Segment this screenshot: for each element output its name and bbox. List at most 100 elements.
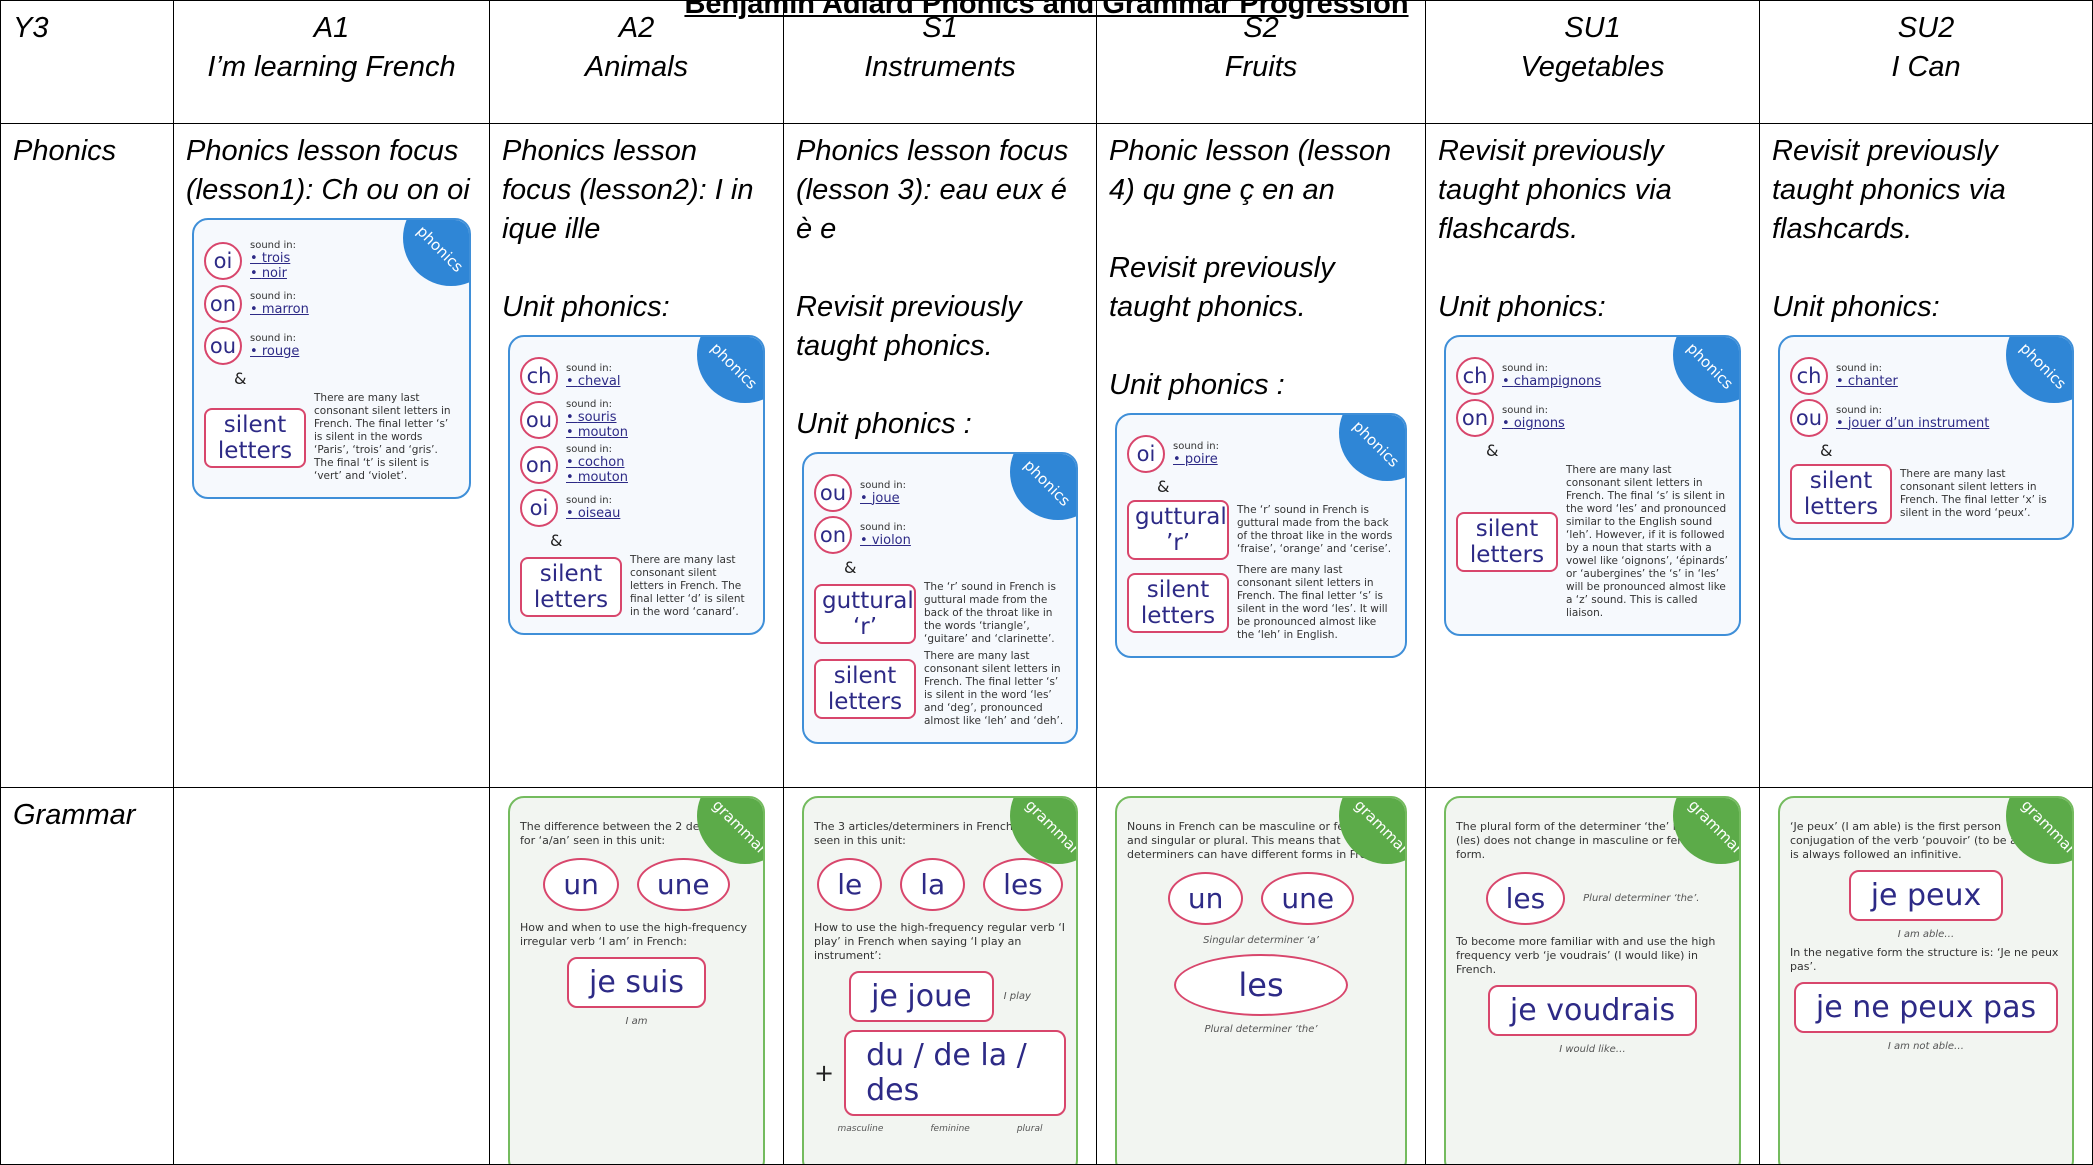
sound-words: sound in: • jouer d’un instrument [1836, 405, 1989, 431]
phrase-row: + du / de la / des [814, 1030, 1066, 1116]
row-label: Phonics [13, 135, 117, 167]
grammar-card: grammar The difference between the 2 dete… [508, 796, 765, 1164]
row-label-cell: Grammar [0, 788, 174, 1165]
sound-row: ou sound in: • souris • mouton [520, 399, 753, 440]
card-tag-text: phonics [413, 222, 467, 276]
cell-text: Phonic lesson (lesson 4) qu gne ç en an [1109, 135, 1392, 206]
grapheme: ch [1456, 357, 1494, 395]
sound-word: • cheval [566, 374, 621, 389]
grammar-card: grammar The plural form of the determiner… [1444, 796, 1741, 1164]
card-text: How to use the high-frequency regular ve… [814, 921, 1066, 962]
phrase-box: je joue [849, 971, 994, 1022]
rule-box: silent letters [814, 659, 916, 719]
cell-text: Revisit previously taught phonics via fl… [1438, 135, 1672, 245]
grapheme: on [204, 285, 242, 323]
card-tag-text: phonics [1349, 417, 1403, 471]
row-label-cell: Phonics [0, 124, 174, 788]
rule-box: guttural ’r’ [1127, 500, 1229, 560]
unit-topic: Instruments [864, 51, 1016, 83]
ampersand: & [550, 531, 563, 550]
sound-row: ou sound in: • joue [814, 474, 1066, 512]
phrase-row: je peux [1790, 870, 2062, 921]
rule-box: silent letters [1456, 512, 1558, 572]
phrase-box: je peux [1848, 870, 2004, 921]
sound-label: sound in: [860, 522, 907, 533]
grapheme: ou [520, 400, 558, 439]
grapheme: oi [1127, 435, 1165, 473]
box-row: guttural ’r’ The ‘r’ sound in French is g… [1127, 500, 1395, 560]
grapheme: ch [520, 357, 558, 395]
rule-note: There are many last consonant silent let… [314, 392, 451, 482]
card-tag-text: phonics [1020, 456, 1074, 510]
phonics-card: phonics ou sound in: • joue on sound in: • vio… [802, 452, 1078, 744]
sound-word: • mouton [566, 470, 628, 485]
content-cell: grammar The 3 articles/determiners in Fre… [784, 788, 1097, 1165]
sound-words: sound in: • trois • noir [250, 240, 296, 281]
sound-label: sound in: [1173, 441, 1220, 452]
content-cell: Revisit previously taught phonics via fl… [1760, 124, 2093, 788]
phonics-card: phonics ch sound in: • chanter ou sound in: • … [1778, 335, 2074, 540]
cell-text: Phonics lesson focus (lesson 3): eau eux… [796, 135, 1069, 245]
content-cell: Phonic lesson (lesson 4) qu gne ç en an R… [1097, 124, 1426, 788]
card-tag: grammar [697, 796, 765, 864]
unit-topic: I Can [1891, 51, 1961, 83]
rule-note: There are many last consonant silent let… [1900, 468, 2047, 519]
caption: plural [1016, 1124, 1043, 1134]
grapheme: ou [204, 327, 242, 365]
cell-text: Revisit previously taught phonics via fl… [1772, 135, 2006, 245]
grapheme: ch [1790, 357, 1828, 395]
card-tag-text: grammar [708, 796, 765, 858]
sound-words: sound in: • marron [250, 291, 309, 317]
caption: masculine [837, 1124, 884, 1134]
bubble-row: les Plural determiner ‘the’. [1456, 872, 1729, 925]
cell-text: Phonics lesson focus (lesson2): I in iqu… [502, 135, 754, 245]
caption: I am able… [1897, 929, 1955, 940]
grapheme: on [520, 445, 558, 484]
box-row: guttural ‘r’ The ‘r’ sound in French is g… [814, 581, 1066, 646]
card-text: The difference between the 2 determiners… [520, 820, 753, 847]
sound-word: • violon [860, 533, 911, 548]
card-tag-text: grammar [2017, 796, 2074, 858]
sound-row: ou sound in: • jouer d’un instrument [1790, 399, 2062, 437]
word-bubble: les [983, 858, 1063, 911]
caption: feminine [930, 1124, 970, 1134]
rule-note: The ‘r’ sound in French is guttural made… [1237, 504, 1393, 555]
ampersand: & [1486, 441, 1499, 460]
box-row: silent letters There are many last conson… [520, 554, 753, 619]
sound-word: • poire [1173, 452, 1218, 467]
bubble-row: un une [520, 858, 753, 911]
cell-text: Unit phonics: [502, 291, 670, 323]
sound-row: ch sound in: • champignons [1456, 357, 1729, 395]
caption: I am not able… [1887, 1041, 1965, 1052]
cell-text: Unit phonics: [1772, 291, 1940, 323]
sound-words: sound in: • souris • mouton [566, 399, 628, 440]
rule-box: silent letters [520, 556, 622, 617]
word-bubble: la [900, 858, 966, 911]
sound-row: on sound in: • violon [814, 516, 1066, 554]
unit-topic: Fruits [1224, 51, 1298, 83]
phrase-oval: les [1174, 954, 1348, 1016]
box-row: silent letters There are many last conson… [204, 392, 459, 483]
sound-row: oi sound in: • poire [1127, 435, 1395, 473]
caption: Singular determiner ‘a’ [1203, 935, 1319, 946]
header-cell: Y3 [0, 0, 174, 124]
sound-label: sound in: [566, 444, 613, 455]
sound-word: • oiseau [566, 506, 621, 521]
rule-note: There are many last consonant silent let… [1237, 564, 1388, 641]
unit-code: SU1 [1564, 12, 1621, 44]
sound-label: sound in: [250, 240, 297, 251]
sound-word: • champignons [1502, 374, 1602, 389]
sound-word: • marron [250, 302, 309, 317]
box-row: silent letters There are many last conson… [1790, 464, 2062, 524]
phrase-box: du / de la / des [844, 1030, 1066, 1116]
sound-words: sound in: • chanter [1836, 363, 1898, 389]
sound-words: sound in: • oignons [1502, 405, 1565, 431]
sound-label: sound in: [566, 495, 613, 506]
header-cell: SU1 Vegetables [1426, 0, 1760, 124]
rule-note: There are many last consonant silent let… [1566, 464, 1728, 619]
rule-box: silent letters [1790, 464, 1892, 524]
card-text: To become more familiar with and use the… [1456, 935, 1716, 976]
sound-label: sound in: [1836, 363, 1883, 374]
card-text: Nouns in French can be masculine or femi… [1127, 820, 1390, 861]
